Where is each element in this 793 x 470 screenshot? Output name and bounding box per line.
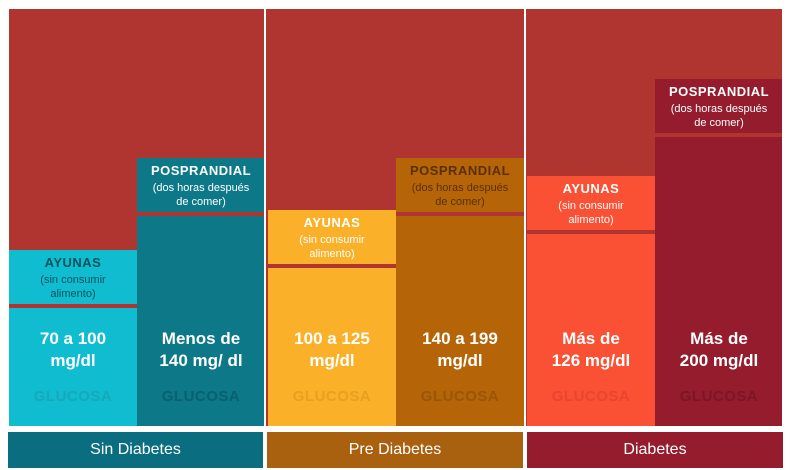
bar-value-line: Más de — [690, 329, 748, 348]
bar-separator — [268, 264, 396, 268]
bar-4 — [396, 158, 524, 427]
footer-diabetes: Diabetes — [527, 432, 783, 468]
bar-sub-line: (sin consumir — [299, 234, 365, 246]
bar-sub-line: (dos horas después — [411, 182, 509, 194]
footer-band — [527, 432, 783, 468]
footer-band — [267, 432, 523, 468]
bar-separator — [527, 230, 655, 234]
bar-value-label: Más de 126 mg/dl — [527, 328, 655, 372]
bar-glucosa-label: GLUCOSA — [420, 388, 500, 405]
bar-sub-label: (sin consumir alimento) — [527, 199, 655, 227]
bar-glucosa-label: GLUCOSA — [33, 388, 113, 405]
bar-value-line: mg/dl — [50, 351, 96, 370]
footer-band — [8, 432, 263, 468]
footer-label: Pre Diabetes — [348, 441, 442, 458]
bar-separator — [9, 304, 137, 308]
bar-6 — [655, 79, 783, 427]
bar-3 — [268, 210, 396, 427]
bar-value-line: Menos de — [161, 329, 241, 348]
footer-label: Sin Diabetes — [90, 441, 181, 458]
bar-sub-line: de comer) — [435, 196, 485, 208]
bar-sub-line: alimento) — [568, 214, 614, 226]
bar-value-line: 140 a 199 — [422, 329, 498, 348]
bar-glucosa-label: GLUCOSA — [679, 388, 759, 405]
bar-sub-label: (sin consumir alimento) — [268, 233, 396, 261]
bar-sub-line: de comer) — [694, 117, 744, 129]
bar-separator — [137, 212, 265, 216]
footer-pre-diabetes: Pre Diabetes — [267, 432, 523, 468]
bar-value-line: 140 mg/ dl — [159, 351, 243, 370]
bar-value-line: 70 a 100 — [39, 329, 107, 348]
bar-glucosa-label: GLUCOSA — [161, 388, 241, 405]
bar-separator — [396, 212, 524, 216]
bar-5 — [527, 176, 655, 427]
bar-value-line: mg/dl — [437, 351, 483, 370]
bar-value-line: 126 mg/dl — [551, 351, 631, 370]
bar-value-line: Más de — [562, 329, 620, 348]
bar-head-label: POSPRANDIAL — [150, 163, 252, 178]
bar-value-label: Más de 200 mg/dl — [655, 328, 783, 372]
bar-2 — [137, 158, 265, 427]
bar-sub-line: alimento) — [309, 248, 355, 260]
bar-separator — [655, 133, 783, 137]
chart-border — [7, 7, 784, 428]
bar-sub-label: (sin consumir alimento) — [9, 273, 137, 301]
footer-label: Diabetes — [623, 441, 687, 458]
bar-value-line: mg/dl — [309, 351, 355, 370]
bar-sub-label: (dos horas después de comer) — [137, 181, 265, 209]
bar-glucosa-label: GLUCOSA — [551, 388, 631, 405]
bar-value-label: Menos de 140 mg/ dl — [137, 328, 265, 372]
bar-sub-line: de comer) — [176, 196, 226, 208]
bar-value-line: 100 a 125 — [294, 329, 370, 348]
bar-sub-line: (dos horas después — [670, 103, 768, 115]
bar-head-label: AYUNAS — [303, 215, 361, 230]
bar-glucosa-label: GLUCOSA — [292, 388, 372, 405]
bar-sub-line: alimento) — [50, 288, 96, 300]
bar-value-line: 200 mg/dl — [679, 351, 759, 370]
bar-value-label: 70 a 100 mg/dl — [9, 328, 137, 372]
bar-value-label: 140 a 199 mg/dl — [396, 328, 524, 372]
bar-sub-line: (sin consumir — [40, 274, 106, 286]
bar-head-label: AYUNAS — [562, 181, 620, 196]
bar-sub-label: (dos horas después de comer) — [655, 102, 783, 130]
bar-sub-label: (dos horas después de comer) — [396, 181, 524, 209]
bar-sub-line: (dos horas después — [152, 182, 250, 194]
bar-sub-line: (sin consumir — [558, 200, 624, 212]
bar-head-label: POSPRANDIAL — [668, 84, 770, 99]
bar-head-label: POSPRANDIAL — [409, 163, 511, 178]
bar-head-label: AYUNAS — [44, 255, 102, 270]
footer-sin-diabetes: Sin Diabetes — [8, 432, 263, 468]
bar-1 — [9, 250, 137, 427]
bar-value-label: 100 a 125 mg/dl — [268, 328, 396, 372]
